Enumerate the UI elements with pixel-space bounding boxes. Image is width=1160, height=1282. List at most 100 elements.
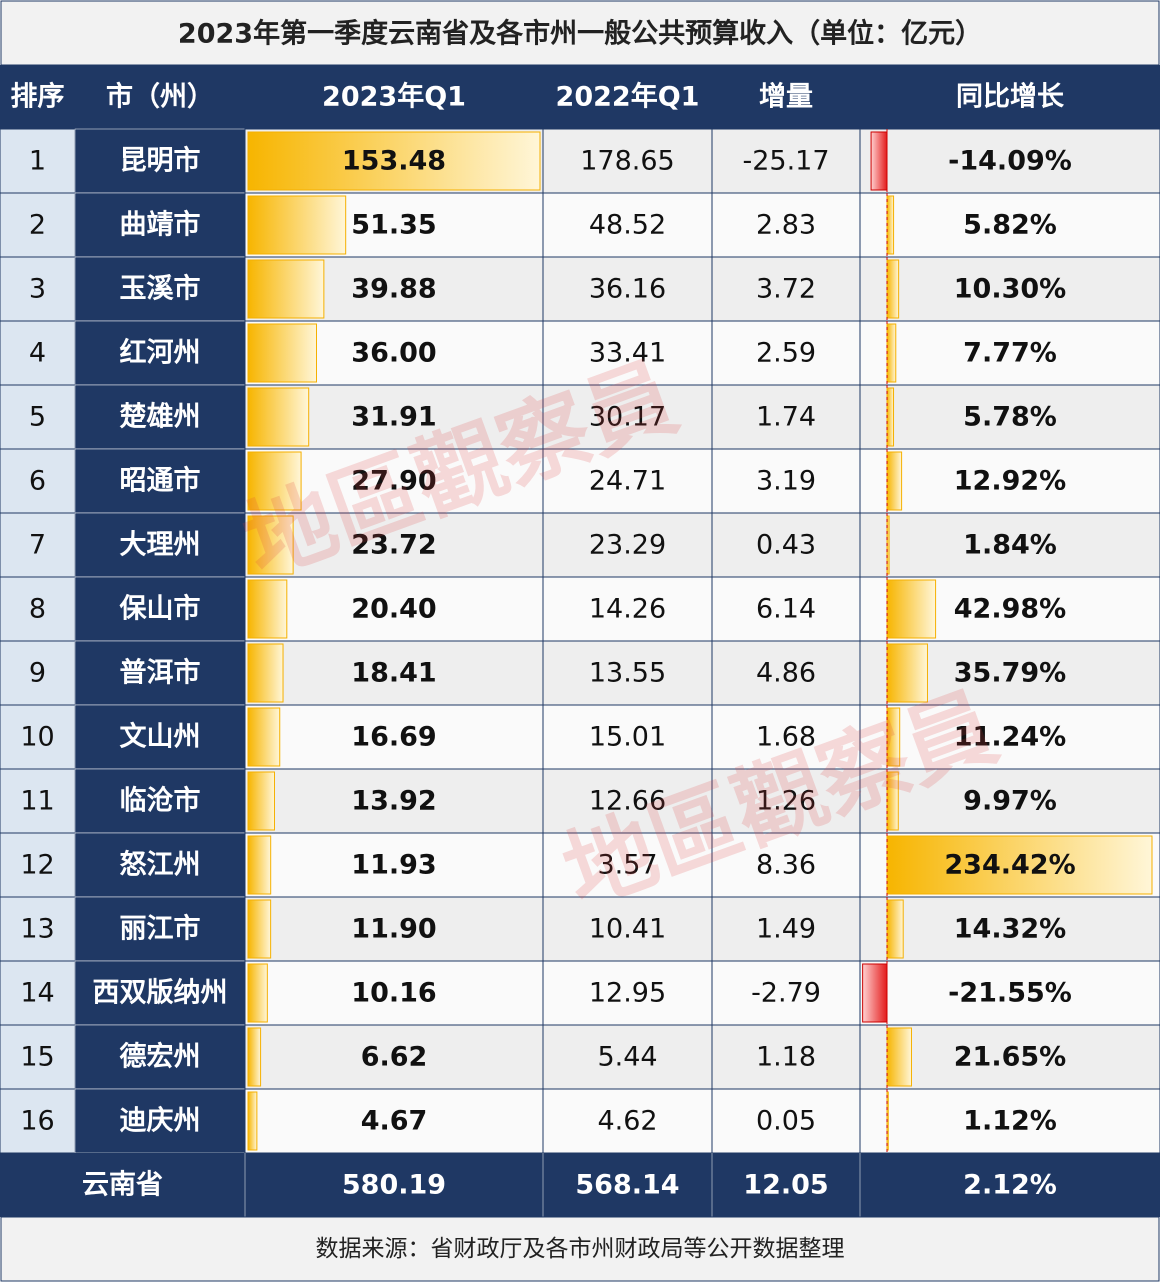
cell: 33.41 xyxy=(589,338,666,369)
row-bg xyxy=(244,960,1160,1026)
cell: 文山州 xyxy=(120,721,201,753)
bar xyxy=(247,579,288,639)
cell: 13.55 xyxy=(589,658,666,689)
cell: 36.00 xyxy=(351,338,436,369)
city-bg xyxy=(74,768,246,834)
cell: 3.72 xyxy=(756,274,816,305)
growth-bar xyxy=(886,643,928,703)
bar xyxy=(247,1091,258,1151)
cell: -25.17 xyxy=(742,146,829,177)
total-cell: 12.05 xyxy=(743,1170,828,1201)
city-bg xyxy=(74,384,246,450)
city-bg xyxy=(74,512,246,578)
cell: 7 xyxy=(29,530,46,561)
cell: 20.40 xyxy=(351,594,436,625)
cell: 1.12% xyxy=(963,1106,1057,1137)
header-cell: 2022年Q1 xyxy=(556,81,700,113)
header-cell: 市（州） xyxy=(106,81,214,113)
cell: 德宏州 xyxy=(120,1041,201,1073)
city-bg xyxy=(74,896,246,962)
cell: 临沧市 xyxy=(120,785,201,817)
cell: 36.16 xyxy=(589,274,666,305)
cell: 11.24% xyxy=(954,722,1066,753)
cell: 5.82% xyxy=(963,210,1057,241)
rank-bg xyxy=(0,960,76,1026)
row-bg xyxy=(244,896,1160,962)
cell: 迪庆州 xyxy=(120,1105,201,1137)
city-bg xyxy=(74,1088,246,1154)
cell: 51.35 xyxy=(351,210,436,241)
cell: 5.44 xyxy=(597,1042,657,1073)
title: 2023年第一季度云南省及各市州一般公共预算收入（单位：亿元） xyxy=(178,18,982,50)
growth-bar xyxy=(886,195,895,255)
cell: 8 xyxy=(29,594,46,625)
city-bg xyxy=(74,448,246,514)
cell: 14.32% xyxy=(954,914,1066,945)
bar xyxy=(247,643,284,703)
cell: 21.65% xyxy=(954,1042,1066,1073)
cell: 楚雄州 xyxy=(120,402,201,433)
title-bg xyxy=(0,0,1160,66)
cell: 15.01 xyxy=(589,722,666,753)
row-bg xyxy=(244,704,1160,770)
city-bg xyxy=(74,576,246,642)
growth-bar xyxy=(886,387,895,447)
growth-bar xyxy=(886,259,900,319)
bar xyxy=(247,835,272,895)
cell: 5 xyxy=(29,402,46,433)
growth-bar xyxy=(886,451,903,511)
cell: -21.55% xyxy=(948,978,1072,1009)
cell: 12.66 xyxy=(589,786,666,817)
cell: 10.30% xyxy=(954,274,1066,305)
cell: 0.05 xyxy=(756,1106,816,1137)
cell: 昆明市 xyxy=(120,145,201,177)
header-cell: 排序 xyxy=(11,81,65,113)
cell: 9.97% xyxy=(963,786,1057,817)
cell: 大理州 xyxy=(120,530,201,561)
cell: 12.95 xyxy=(589,978,666,1009)
bar xyxy=(247,515,294,575)
growth-bar xyxy=(870,131,888,191)
total-cell: 580.19 xyxy=(342,1170,446,1201)
cell: 3.57 xyxy=(597,850,657,881)
cell: 4.62 xyxy=(597,1106,657,1137)
cell: 1 xyxy=(29,146,46,177)
cell: 2.83 xyxy=(756,210,816,241)
cell: 6.62 xyxy=(361,1042,428,1073)
cell: 1.18 xyxy=(756,1042,816,1073)
rank-bg xyxy=(0,512,76,578)
cell: 1.49 xyxy=(756,914,816,945)
cell: 12.92% xyxy=(954,466,1066,497)
cell: 11 xyxy=(20,786,54,817)
cell: 153.48 xyxy=(342,146,446,177)
city-bg xyxy=(74,128,246,194)
cell: 8.36 xyxy=(756,850,816,881)
cell: 10 xyxy=(20,722,54,753)
cell: 4.67 xyxy=(361,1106,428,1137)
bar xyxy=(247,771,275,831)
cell: 39.88 xyxy=(351,274,436,305)
bar xyxy=(247,323,317,383)
row-bg xyxy=(244,192,1160,258)
cell: 11.93 xyxy=(351,850,436,881)
cell: 2.59 xyxy=(756,338,816,369)
cell: 3 xyxy=(29,274,46,305)
row-bg xyxy=(244,640,1160,706)
cell: 14 xyxy=(20,978,54,1009)
total-cell: 2.12% xyxy=(963,1170,1057,1201)
bar xyxy=(247,1027,262,1087)
rank-bg xyxy=(0,640,76,706)
bar xyxy=(247,387,310,447)
cell: 35.79% xyxy=(954,658,1066,689)
bar xyxy=(247,707,281,767)
bar xyxy=(247,899,272,959)
cell: 30.17 xyxy=(589,402,666,433)
cell: 0.43 xyxy=(756,530,816,561)
row-bg xyxy=(244,256,1160,322)
cell: 5.78% xyxy=(963,402,1057,433)
growth-bar xyxy=(862,963,888,1023)
rank-bg xyxy=(0,448,76,514)
total-bg xyxy=(0,1153,1160,1217)
header-cell: 2023年Q1 xyxy=(322,81,466,113)
